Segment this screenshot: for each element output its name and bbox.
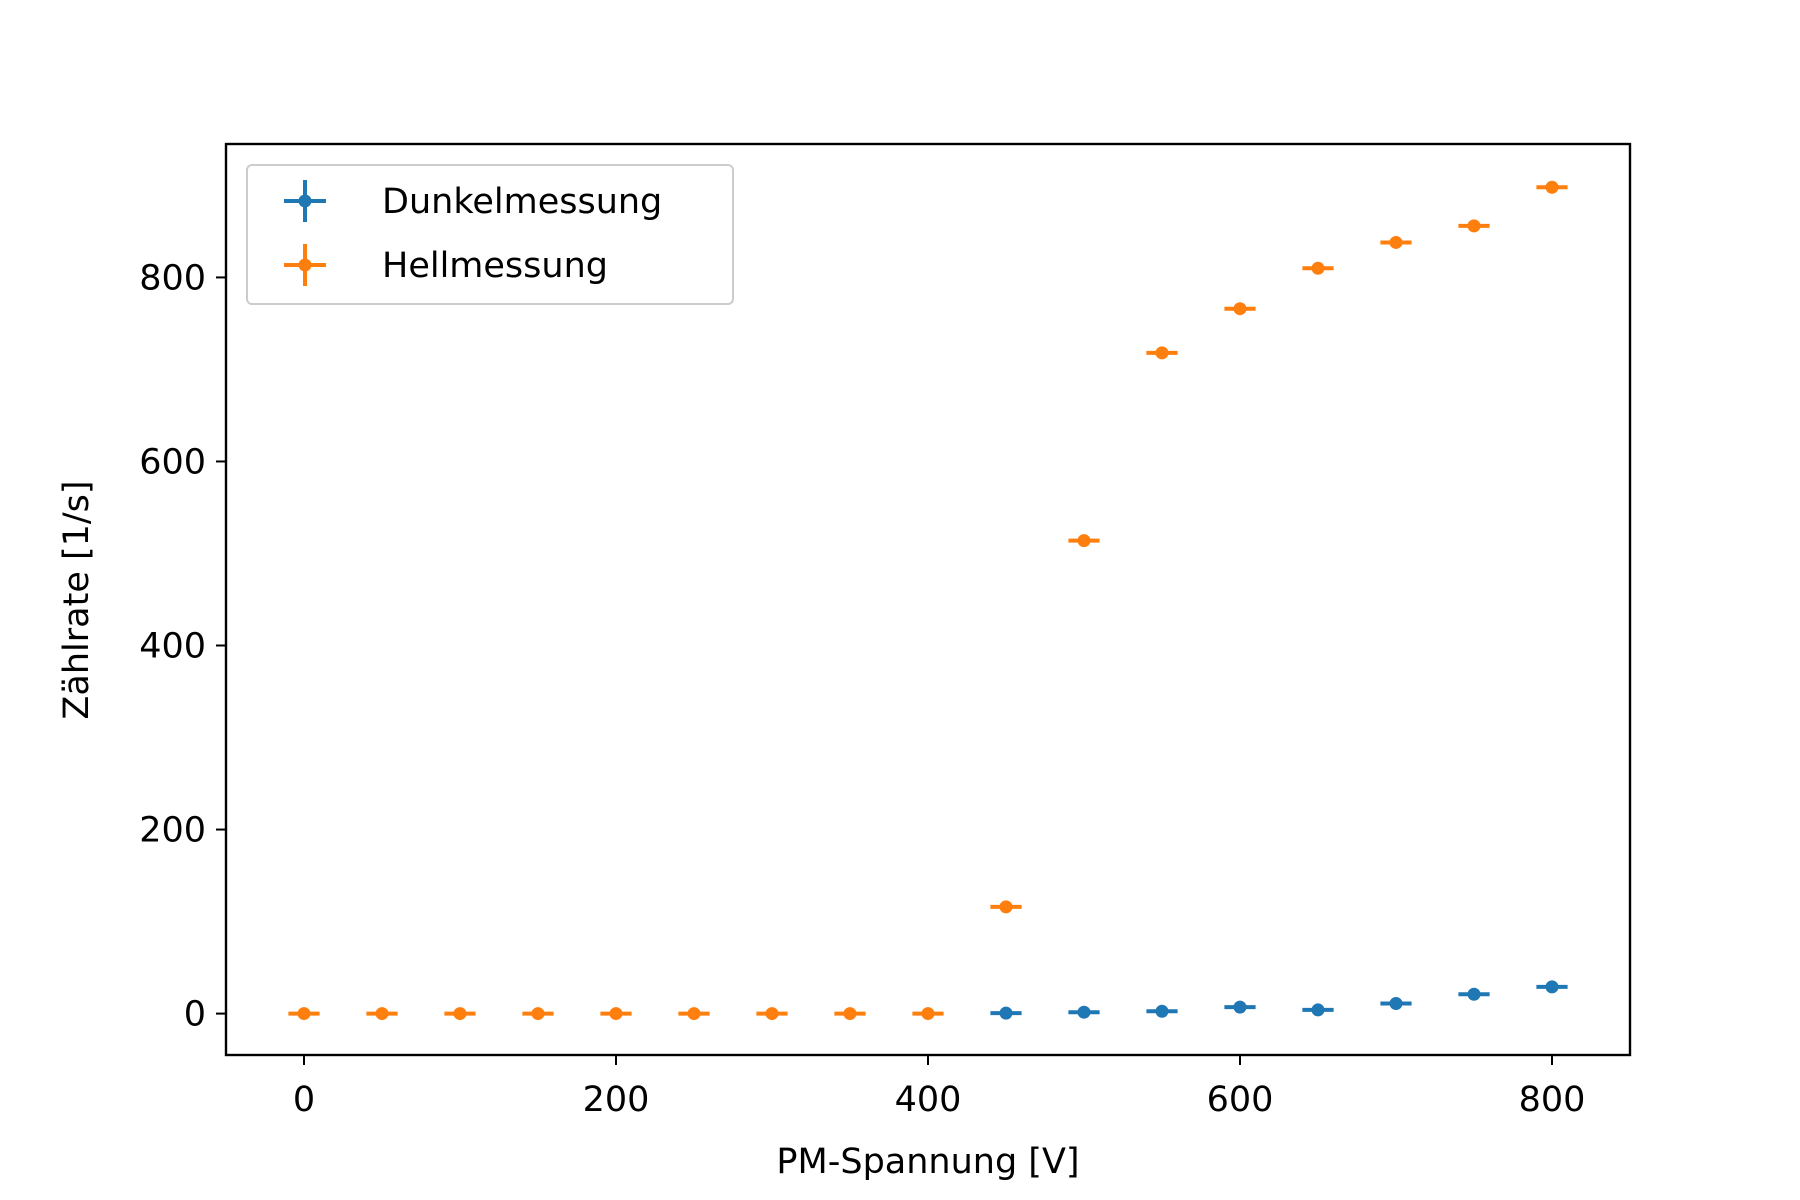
data-point [1233, 1000, 1247, 1014]
data-point [1077, 1005, 1091, 1019]
legend-entry-hellmessung: Hellmessung [284, 244, 608, 286]
data-point [1467, 987, 1481, 1001]
legend-entry-dunkelmessung: Dunkelmessung [284, 180, 662, 222]
y-tick-label: 600 [139, 442, 206, 482]
x-axis: 0 200 400 600 800 [293, 1055, 1586, 1120]
x-tick-label: 600 [1207, 1080, 1274, 1120]
legend-marker-hellmessung-dot [298, 258, 312, 272]
data-point [1467, 219, 1481, 233]
data-point [1545, 180, 1559, 194]
series-hellmessung [288, 180, 1568, 1021]
data-point [1311, 261, 1325, 275]
data-point [453, 1007, 467, 1021]
data-point [765, 1007, 779, 1021]
data-point [1389, 996, 1403, 1010]
data-point [921, 1007, 935, 1021]
series-dunkelmessung [990, 980, 1568, 1020]
y-tick-label: 400 [139, 627, 206, 667]
x-tick-label: 800 [1519, 1080, 1586, 1120]
x-tick-label: 0 [293, 1080, 315, 1120]
data-point [531, 1007, 545, 1021]
x-tick-label: 200 [583, 1080, 650, 1120]
plot-area [224, 142, 1632, 1057]
data-point [999, 900, 1013, 914]
y-tick-label: 0 [184, 995, 206, 1035]
data-point [999, 1006, 1013, 1020]
data-point [687, 1007, 701, 1021]
data-point [1077, 534, 1091, 548]
y-axis: 0 200 400 600 800 [139, 258, 226, 1035]
data-point [1389, 235, 1403, 249]
data-point [843, 1007, 857, 1021]
y-axis-title: Zählrate [1/s] [57, 480, 97, 719]
data-point [1311, 1003, 1325, 1017]
x-axis-title: PM-Spannung [V] [776, 1142, 1079, 1182]
data-points [288, 180, 1568, 1021]
legend-box [246, 164, 734, 305]
data-point [1545, 980, 1559, 994]
data-point [1155, 1004, 1169, 1018]
data-point [297, 1007, 311, 1021]
data-point [375, 1007, 389, 1021]
x-tick-label: 400 [895, 1080, 962, 1120]
y-tick-label: 200 [139, 811, 206, 851]
legend: Dunkelmessung Hellmessung [246, 164, 734, 305]
legend-label-dunkelmessung: Dunkelmessung [382, 182, 662, 222]
data-point [609, 1007, 623, 1021]
legend-label-hellmessung: Hellmessung [382, 246, 608, 286]
y-tick-label: 800 [139, 258, 206, 298]
data-point [1155, 346, 1169, 360]
legend-marker-dunkelmessung-dot [298, 194, 312, 208]
data-point [1233, 302, 1247, 316]
